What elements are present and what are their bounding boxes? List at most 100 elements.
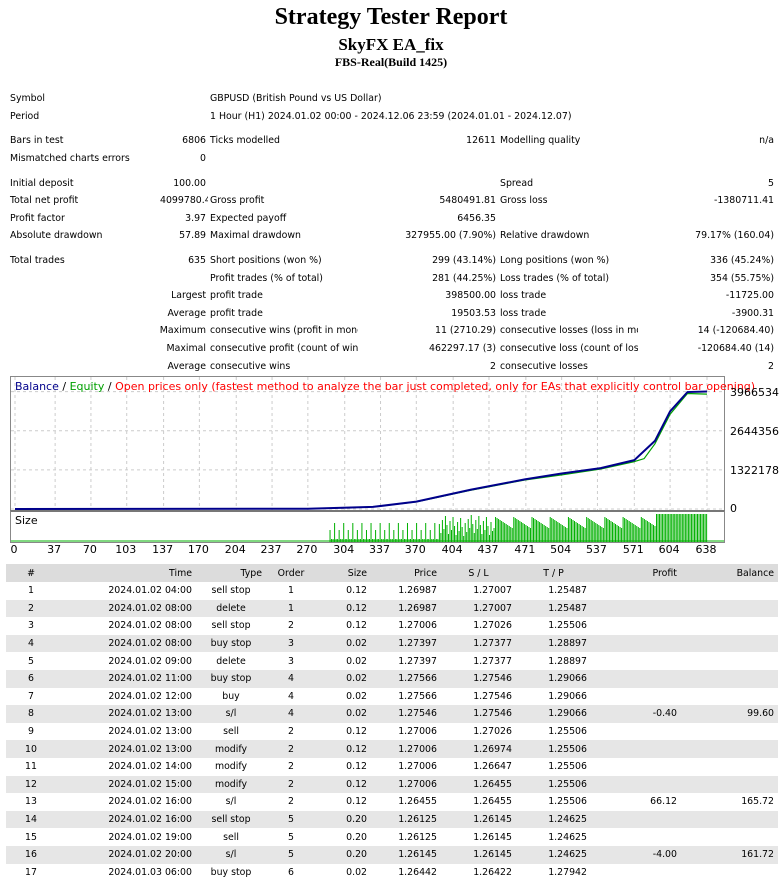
size-bar	[360, 539, 361, 542]
table-cell: 0.02	[316, 670, 371, 688]
size-bar	[553, 519, 554, 542]
table-cell: 3	[6, 617, 56, 635]
table-cell: delete	[196, 652, 266, 670]
column-header[interactable]: T / P	[516, 564, 591, 582]
table-cell: 0.12	[316, 600, 371, 618]
size-bar	[530, 528, 531, 542]
table-cell: 1.26974	[441, 740, 516, 758]
size-bar	[495, 517, 496, 542]
table-cell: 1.25506	[516, 740, 591, 758]
average-profit-value: 19503.53	[358, 305, 498, 323]
size-bar	[665, 514, 666, 542]
column-header[interactable]: Price	[371, 564, 441, 582]
spread-label: Spread	[498, 174, 638, 192]
size-bar	[547, 527, 548, 542]
x-tick-label: 337	[365, 543, 395, 556]
table-cell: 3	[266, 635, 316, 653]
maxdd-value: 327955.00 (7.90%)	[358, 227, 498, 245]
grossloss-value: -1380711.41	[638, 192, 776, 210]
table-cell: 2024.01.02 16:00	[56, 811, 196, 829]
size-bar	[339, 530, 340, 542]
size-bar	[433, 539, 434, 542]
size-bar	[490, 522, 491, 542]
size-bar	[507, 525, 508, 542]
column-header[interactable]: Time	[56, 564, 196, 582]
size-bar	[651, 524, 652, 542]
size-bar	[424, 539, 425, 542]
column-header[interactable]: Balance	[681, 564, 778, 582]
size-bar	[647, 521, 648, 542]
x-tick-label: 270	[292, 543, 322, 556]
size-bar	[677, 514, 678, 542]
x-tick-label: 471	[510, 543, 540, 556]
maximum-label: Maximum	[8, 322, 208, 340]
size-bar	[697, 514, 698, 542]
column-header[interactable]: Type	[196, 564, 266, 582]
table-cell: 1.26145	[441, 828, 516, 846]
size-bar	[346, 539, 347, 542]
max-cons-losses-label: consecutive losses (loss in money)	[498, 322, 638, 340]
y-tick-label: 1322178	[730, 464, 779, 477]
table-cell: delete	[196, 600, 266, 618]
table-cell: 2024.01.02 15:00	[56, 776, 196, 794]
size-bar	[419, 539, 420, 542]
size-bar	[630, 522, 631, 542]
column-header[interactable]: S / L	[441, 564, 516, 582]
size-bar	[700, 514, 701, 542]
table-cell: 0.20	[316, 846, 371, 864]
size-bar	[363, 539, 364, 542]
size-bar	[415, 539, 416, 542]
size-bar	[472, 524, 473, 542]
size-bar	[377, 539, 378, 542]
table-cell: 1.26647	[441, 758, 516, 776]
max-cons-wins-value: 11 (2710.29)	[358, 322, 498, 340]
long-value: 336 (45.24%)	[638, 252, 776, 270]
size-bar	[497, 518, 498, 542]
table-cell: 2	[6, 600, 56, 618]
table-cell: 2024.01.02 12:00	[56, 688, 196, 706]
table-cell: 4	[266, 688, 316, 706]
table-cell: 1	[266, 582, 316, 600]
table-cell: 14	[6, 811, 56, 829]
column-header[interactable]: #	[6, 564, 56, 582]
size-bar	[392, 539, 393, 542]
table-cell: 1.25506	[516, 758, 591, 776]
size-bar	[544, 525, 545, 542]
size-bar	[398, 523, 399, 542]
size-bar	[667, 514, 668, 542]
table-cell: 9	[6, 723, 56, 741]
size-bar	[509, 526, 510, 542]
size-bar	[331, 539, 332, 542]
size-bar	[492, 531, 493, 542]
largest-label: Largest	[8, 287, 208, 305]
summary-row-average: Average profit trade 19503.53 loss trade…	[8, 305, 776, 323]
table-cell: 1.25487	[516, 582, 591, 600]
column-header[interactable]: Size	[316, 564, 371, 582]
x-tick-label: 437	[473, 543, 503, 556]
size-bar	[583, 527, 584, 542]
x-tick-label: 237	[256, 543, 286, 556]
size-bar	[352, 523, 353, 542]
size-bar	[387, 539, 388, 542]
size-bar	[644, 519, 645, 542]
table-cell: 1.27397	[371, 652, 441, 670]
size-bar	[498, 519, 499, 542]
size-bar	[518, 520, 519, 542]
summary-row-maximum: Maximum consecutive wins (profit in mone…	[8, 322, 776, 340]
table-cell: 1.26455	[441, 793, 516, 811]
column-header[interactable]: Profit	[591, 564, 681, 582]
table-cell: 5	[266, 811, 316, 829]
table-cell: 1.27377	[441, 635, 516, 653]
column-header[interactable]: Order	[266, 564, 316, 582]
server-build: FBS-Real(Build 1425)	[0, 55, 782, 70]
size-bar	[702, 514, 703, 542]
table-cell	[591, 723, 681, 741]
size-bar	[412, 530, 413, 542]
table-cell: sell	[196, 723, 266, 741]
table-cell: 1.24625	[516, 846, 591, 864]
table-cell: 1.26145	[441, 811, 516, 829]
size-bar	[521, 522, 522, 542]
size-bar	[645, 520, 646, 542]
